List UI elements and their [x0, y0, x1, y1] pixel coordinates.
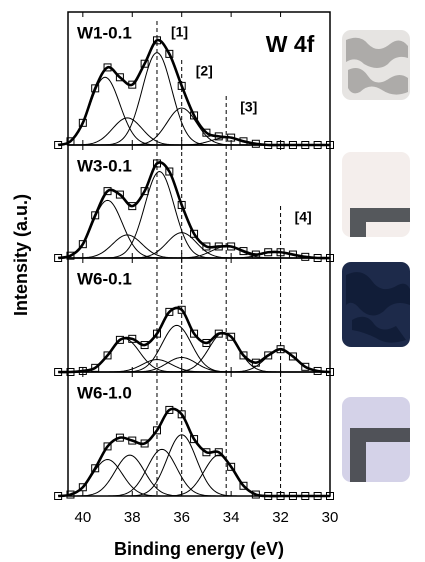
data-point: [177, 410, 186, 419]
data-point: [165, 307, 174, 316]
x-tick-label: 34: [223, 509, 240, 526]
data-point: [152, 329, 161, 338]
thumbnail-shape: [350, 428, 410, 482]
data-point: [239, 481, 248, 490]
data-point: [128, 202, 137, 211]
x-tick-label: 40: [74, 509, 91, 526]
reference-label: [3]: [240, 99, 257, 115]
data-point: [78, 118, 87, 127]
fit-envelope: [57, 161, 331, 260]
x-tick-label: 38: [124, 509, 141, 526]
fit-component: [68, 245, 330, 259]
data-point: [115, 190, 124, 199]
data-point: [115, 73, 124, 82]
sample-label: W6-1.0: [77, 383, 132, 402]
fit-envelope: [57, 407, 330, 498]
data-point: [140, 59, 149, 68]
reference-label: [1]: [171, 24, 188, 40]
data-point: [78, 483, 87, 492]
fit-component: [68, 359, 330, 373]
thumbnails: [342, 30, 410, 482]
thumbnail-shape: [350, 208, 410, 237]
x-tick-label: 36: [173, 509, 190, 526]
x-tick-label: 32: [272, 509, 289, 526]
data-point: [91, 211, 100, 220]
data-point: [177, 305, 186, 314]
x-axis-label: Binding energy (eV): [114, 539, 284, 559]
fit-component: [68, 448, 330, 497]
thumbnail-texture: [346, 272, 410, 343]
data-point: [165, 167, 174, 176]
data-point: [239, 351, 248, 360]
fit-component: [68, 454, 330, 497]
data-point: [103, 442, 112, 451]
fit-envelope: [58, 306, 331, 374]
data-point: [91, 84, 100, 93]
sample-label: W1-0.1: [77, 23, 132, 42]
sample-label: W3-0.1: [77, 156, 132, 175]
data-point: [301, 362, 310, 371]
data-point: [103, 351, 112, 360]
reference-label: [4]: [295, 209, 312, 225]
data-point: [190, 111, 199, 120]
x-tick-label: 30: [322, 509, 339, 526]
data-point: [140, 187, 149, 196]
reference-label: [2]: [196, 63, 213, 79]
data-point: [190, 435, 199, 444]
data-point: [78, 240, 87, 249]
thumbnail-texture: [346, 37, 408, 95]
y-axis-label: Intensity (a.u.): [11, 194, 31, 316]
data-point: [288, 352, 297, 361]
annotation: W 4f: [266, 31, 315, 57]
fit-component: [68, 454, 330, 497]
data-point: [115, 335, 124, 344]
fit-component: [68, 107, 330, 146]
data-point: [202, 128, 211, 137]
data-point: [264, 351, 273, 360]
data-point: [91, 464, 100, 473]
data-point: [152, 426, 161, 435]
data-point: [190, 329, 199, 338]
sample-label: W6-0.1: [77, 269, 132, 288]
data-point: [227, 462, 236, 471]
data-point: [190, 229, 199, 238]
data-point: [227, 332, 236, 341]
data-point: [165, 49, 174, 58]
